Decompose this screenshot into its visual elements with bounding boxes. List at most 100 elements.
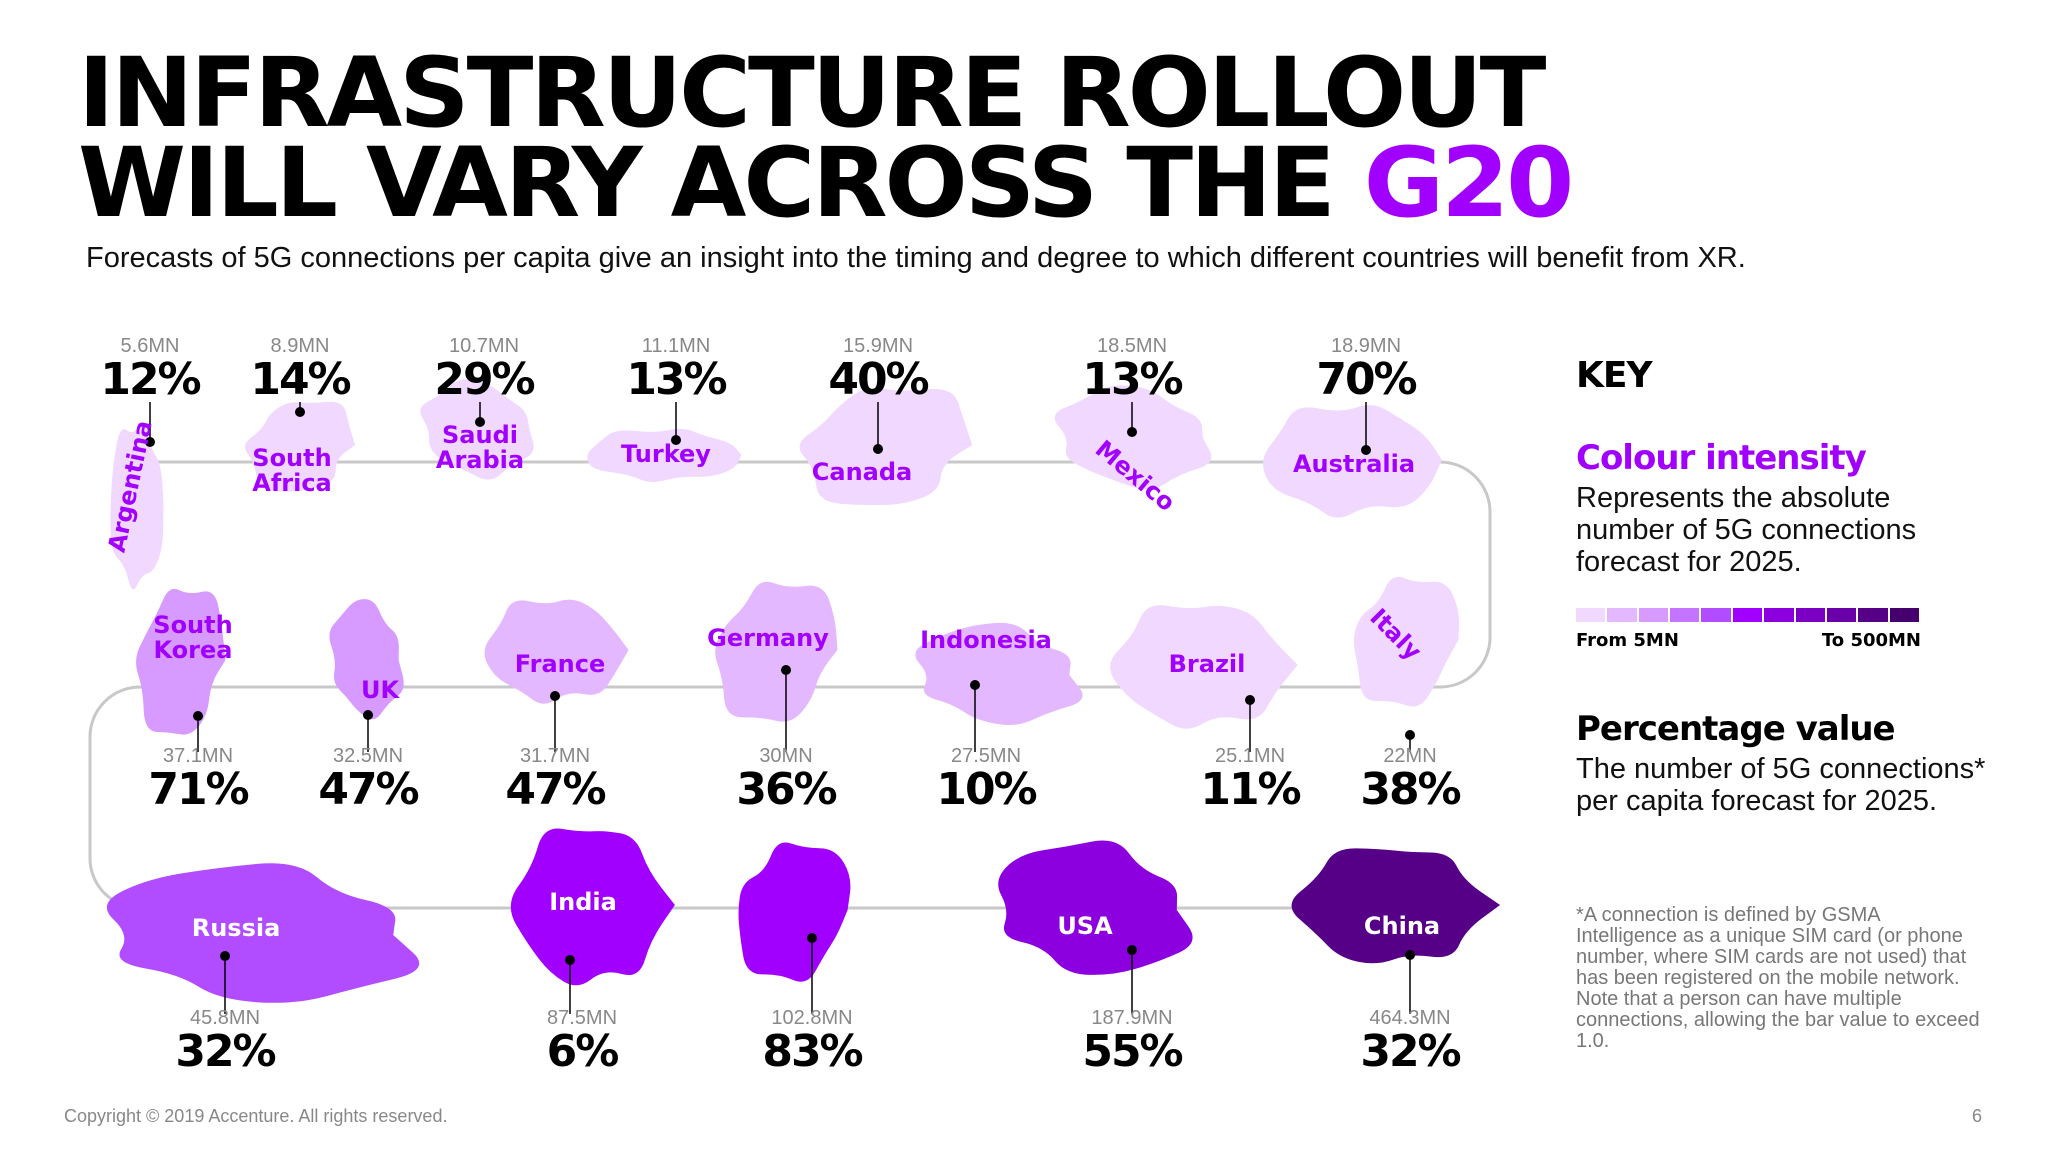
germany-dot	[781, 665, 791, 675]
germany-connections: 30MN	[759, 745, 812, 767]
percent-heading: Percentage value	[1576, 709, 1896, 749]
south-africa-dot	[295, 407, 305, 417]
south-africa-name: South Africa	[252, 444, 332, 497]
usa-percent: 55%	[1082, 1026, 1182, 1077]
south-korea-percent: 71%	[148, 764, 248, 815]
saudi-arabia-name: Saudi Arabia	[436, 421, 524, 474]
india-shape	[510, 828, 675, 986]
usa-name: USA	[1057, 912, 1113, 940]
argentina-percent: 12%	[100, 354, 200, 405]
scale-swatch-9	[1858, 608, 1888, 622]
south-korea-name: South Korea	[153, 611, 232, 664]
turkey-shape	[587, 428, 742, 483]
brazil-percent: 11%	[1200, 764, 1300, 815]
canada-percent: 40%	[828, 354, 928, 405]
intensity-heading: Colour intensity	[1576, 438, 1867, 478]
indonesia-shape	[915, 622, 1083, 726]
china-dot	[1405, 950, 1415, 960]
china-connections: 464.3MN	[1369, 1007, 1450, 1029]
france-dot	[550, 691, 560, 701]
percent-text: The number of 5G connections* per capita…	[1576, 753, 1986, 817]
russia-shape	[106, 863, 420, 1003]
france-name: France	[515, 650, 605, 678]
germany-percent: 36%	[736, 764, 836, 815]
scale-swatch-0	[1576, 608, 1606, 622]
page-title: INFRASTRUCTURE ROLLOUT WILL VARY ACROSS …	[78, 45, 1574, 231]
scale-swatch-10	[1889, 608, 1919, 622]
usa-shape	[998, 840, 1193, 975]
title-line-1: INFRASTRUCTURE ROLLOUT	[78, 37, 1546, 149]
scale-swatch-3	[1670, 608, 1700, 622]
japan-dot	[807, 933, 817, 943]
saudi-arabia-shape	[420, 379, 534, 480]
china-percent: 32%	[1360, 1026, 1460, 1077]
canada-connections: 15.9MN	[843, 335, 913, 357]
footnote: *A connection is defined by GSMA Intelli…	[1576, 904, 1980, 1052]
scale-swatch-5	[1732, 608, 1763, 622]
indonesia-percent: 10%	[936, 764, 1036, 815]
turkey-percent: 13%	[626, 354, 726, 405]
australia-connections: 18.9MN	[1331, 335, 1401, 357]
south-korea-dot	[193, 711, 203, 721]
india-dot	[565, 955, 575, 965]
key-title: KEY	[1576, 355, 1653, 396]
mexico-shape	[1054, 385, 1212, 490]
canada-shape	[799, 388, 973, 506]
page-number: 6	[1972, 1106, 1983, 1126]
canada-dot	[873, 444, 883, 454]
australia-percent: 70%	[1316, 354, 1416, 405]
indonesia-connections: 27.5MN	[951, 745, 1021, 767]
indonesia-name: Indonesia	[920, 626, 1052, 654]
scale-swatch-8	[1826, 608, 1857, 622]
australia-dot	[1361, 445, 1371, 455]
italy-percent: 38%	[1360, 764, 1460, 815]
intensity-scale	[1576, 608, 1921, 622]
usa-connections: 187.9MN	[1091, 1007, 1172, 1029]
turkey-dot	[671, 435, 681, 445]
japan-shape	[738, 842, 851, 982]
france-percent: 47%	[505, 764, 605, 815]
uk-name: UK	[361, 676, 400, 704]
france-shape	[484, 599, 629, 704]
south-korea-shape	[136, 588, 226, 735]
south-korea-connections: 37.1MN	[163, 745, 233, 767]
uk-shape	[329, 599, 404, 720]
italy-dot	[1405, 730, 1415, 740]
saudi-arabia-connections: 10.7MN	[449, 335, 519, 357]
australia-shape	[1263, 405, 1442, 518]
key-panel: KEY Colour intensity Represents the abso…	[1576, 355, 1996, 817]
scale-swatch-6	[1764, 608, 1794, 622]
brazil-connections: 25.1MN	[1215, 745, 1285, 767]
france-connections: 31.7MN	[520, 745, 590, 767]
russia-percent: 32%	[175, 1026, 275, 1077]
usa-dot	[1127, 945, 1137, 955]
scale-swatch-1	[1607, 608, 1637, 622]
russia-name: Russia	[192, 914, 281, 942]
copyright: Copyright © 2019 Accenture. All rights r…	[64, 1106, 448, 1126]
china-name: China	[1364, 912, 1440, 940]
germany-shape	[715, 581, 838, 722]
germany-name: Germany	[707, 624, 829, 652]
mexico-percent: 13%	[1082, 354, 1182, 405]
canada-name: Canada	[812, 458, 912, 486]
scale-swatch-7	[1795, 608, 1825, 622]
argentina-connections: 5.6MN	[121, 335, 180, 357]
mexico-dot	[1127, 427, 1137, 437]
scale-labels: From 5MN To 500MN	[1576, 630, 1921, 651]
turkey-name: Turkey	[621, 440, 711, 468]
title-accent: G20	[1363, 127, 1575, 239]
japan-percent: 83%	[762, 1026, 862, 1077]
